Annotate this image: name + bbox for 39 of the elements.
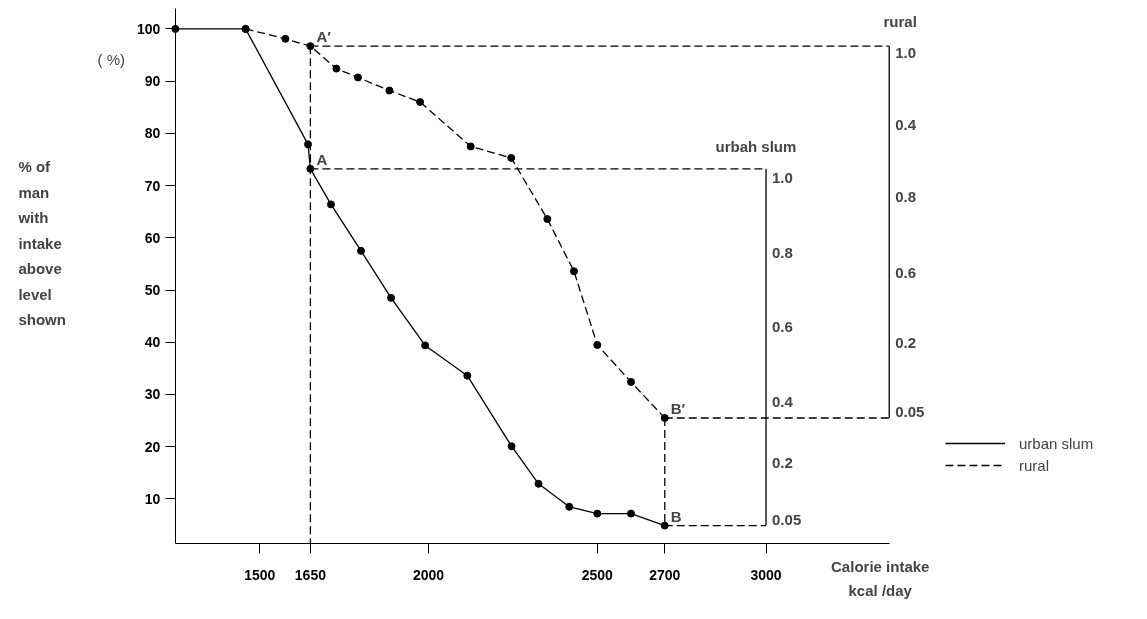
x-tick-label: 3000	[750, 566, 782, 583]
y-tick-label: 60	[144, 229, 161, 246]
annotation: 0.8	[772, 243, 793, 261]
annotation: 1.0	[772, 169, 793, 187]
y-axis-title: % of man with intake above level shown	[17, 158, 66, 328]
annotation: A′	[316, 28, 332, 46]
annotation: A	[316, 150, 328, 168]
annotation: 0.6	[895, 264, 917, 282]
x-tick-label: 1650	[294, 566, 327, 583]
x-tick-label: 1500	[244, 566, 276, 583]
y-tick-label: 50	[144, 282, 161, 299]
annotation: 0.4	[772, 392, 794, 410]
annotation: 0.4	[895, 115, 917, 133]
y-tick-label: 10	[144, 490, 161, 507]
annotation: B	[670, 507, 682, 525]
y-tick-label: 90	[144, 73, 161, 90]
y-tick-label: 70	[144, 177, 161, 194]
text: ( %)	[97, 51, 125, 68]
y-tick-label: 100	[137, 20, 161, 37]
annotation: 0.2	[772, 453, 793, 471]
x-tick-label: 2500	[581, 566, 614, 583]
annotation: 0.8	[895, 187, 917, 205]
x-tick-label: 2700	[649, 566, 681, 583]
annotation: 0.6	[772, 318, 793, 336]
y-tick-label: 20	[144, 438, 161, 455]
legend-label: urban slum	[1019, 434, 1094, 452]
y-tick-label: 30	[144, 386, 161, 403]
y-tick-label: 80	[144, 125, 161, 142]
annotation: 1.0	[895, 44, 917, 62]
legend-label: rural	[1019, 456, 1050, 474]
annotation: urbah slum	[715, 138, 797, 155]
annotation: 0.05	[772, 510, 802, 528]
y-tick-label: 40	[144, 334, 161, 351]
annotation: B′	[670, 400, 686, 417]
x-tick-label: 2000	[412, 566, 445, 583]
annotation: 0.05	[895, 403, 925, 420]
annotation: 0.2	[895, 333, 917, 351]
annotation: rural	[883, 13, 917, 30]
x-axis-title: Calorie intake kcal /day	[831, 557, 930, 599]
